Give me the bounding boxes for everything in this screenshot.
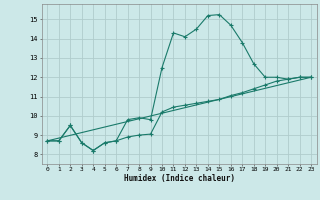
X-axis label: Humidex (Indice chaleur): Humidex (Indice chaleur) <box>124 174 235 183</box>
